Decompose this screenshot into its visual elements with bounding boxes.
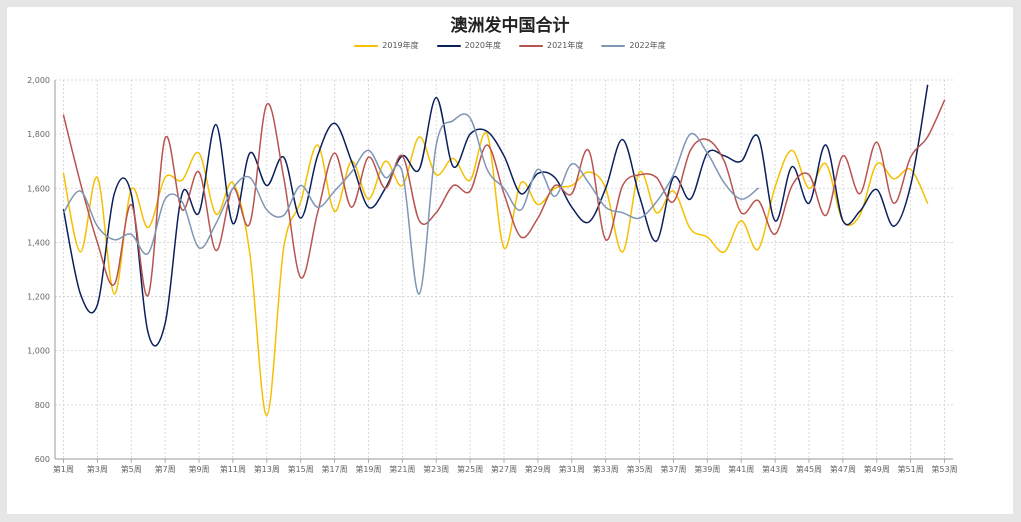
x-tick-label: 第21周 (389, 464, 415, 474)
series-line-2022年度[interactable] (62, 113, 759, 295)
y-tick-label: 1,800 (27, 130, 50, 139)
x-tick-label: 第53周 (931, 464, 957, 474)
x-tick-label: 第23周 (423, 464, 449, 474)
legend-label-2020: 2020年度 (464, 41, 501, 50)
y-tick-label: 1,600 (27, 184, 50, 193)
x-tick-label: 第9周 (188, 464, 209, 474)
legend-label-2019: 2019年度 (382, 41, 419, 50)
legend-item-2022[interactable]: 2022年度 (601, 40, 666, 51)
x-tick-label: 第31周 (559, 464, 585, 474)
x-tick-label: 第3周 (87, 464, 108, 474)
x-tick-label: 第19周 (355, 464, 381, 474)
legend-item-2021[interactable]: 2021年度 (519, 40, 583, 51)
chart-title: 澳洲发中国合计 (450, 16, 570, 36)
x-tick-label: 第17周 (321, 464, 347, 474)
x-tick-label: 第7周 (155, 464, 176, 474)
legend-item-2020[interactable]: 2020年度 (436, 40, 501, 51)
x-tick-label: 第47周 (830, 464, 856, 474)
legend-swatch-2020 (436, 44, 461, 47)
legend-swatch-2019 (354, 44, 379, 47)
x-tick-label: 第25周 (457, 464, 483, 474)
chart-legend: 2019年度 2020年度 2021年度 2022年度 (7, 40, 1013, 51)
y-tick-label: 2,000 (27, 76, 50, 85)
x-tick-label: 第39周 (694, 464, 720, 474)
x-tick-label: 第11周 (220, 464, 246, 474)
y-tick-label: 800 (35, 401, 50, 410)
legend-item-2019[interactable]: 2019年度 (354, 40, 419, 51)
x-tick-label: 第5周 (121, 464, 142, 474)
legend-swatch-2021 (519, 44, 543, 47)
x-tick-label: 第45周 (796, 464, 822, 474)
series-line-2020年度[interactable] (62, 84, 929, 347)
x-tick-label: 第41周 (728, 464, 754, 474)
x-tick-label: 第43周 (762, 464, 788, 474)
chart-panel: 澳洲发中国合计 2019年度 2020年度 2021年度 2022年度 (7, 7, 1013, 514)
axes: 600 800 1,000 1,200 1,400 1,600 1,800 2,000 第1周 第… (27, 76, 958, 474)
x-tick-label: 第49周 (864, 464, 890, 474)
series-lines (62, 84, 946, 417)
x-tick-label: 第33周 (593, 464, 619, 474)
y-tick-label: 600 (35, 455, 50, 464)
y-tick-label: 1,400 (27, 238, 50, 247)
x-tick-label: 第37周 (660, 464, 686, 474)
x-tick-label: 第1周 (53, 464, 74, 474)
legend-swatch-2022 (601, 44, 626, 47)
grid-lines (55, 79, 953, 460)
x-tick-label: 第27周 (491, 464, 517, 474)
x-tick-label: 第15周 (288, 464, 314, 474)
x-tick-label: 第35周 (626, 464, 652, 474)
x-tick-label: 第29周 (525, 464, 551, 474)
y-tick-label: 1,200 (27, 293, 50, 302)
legend-label-2022: 2022年度 (629, 41, 666, 50)
y-tick-label: 1,000 (27, 347, 50, 356)
legend-label-2021: 2021年度 (547, 41, 584, 50)
x-tick-label: 第51周 (898, 464, 924, 474)
x-tick-label: 第13周 (254, 464, 280, 474)
